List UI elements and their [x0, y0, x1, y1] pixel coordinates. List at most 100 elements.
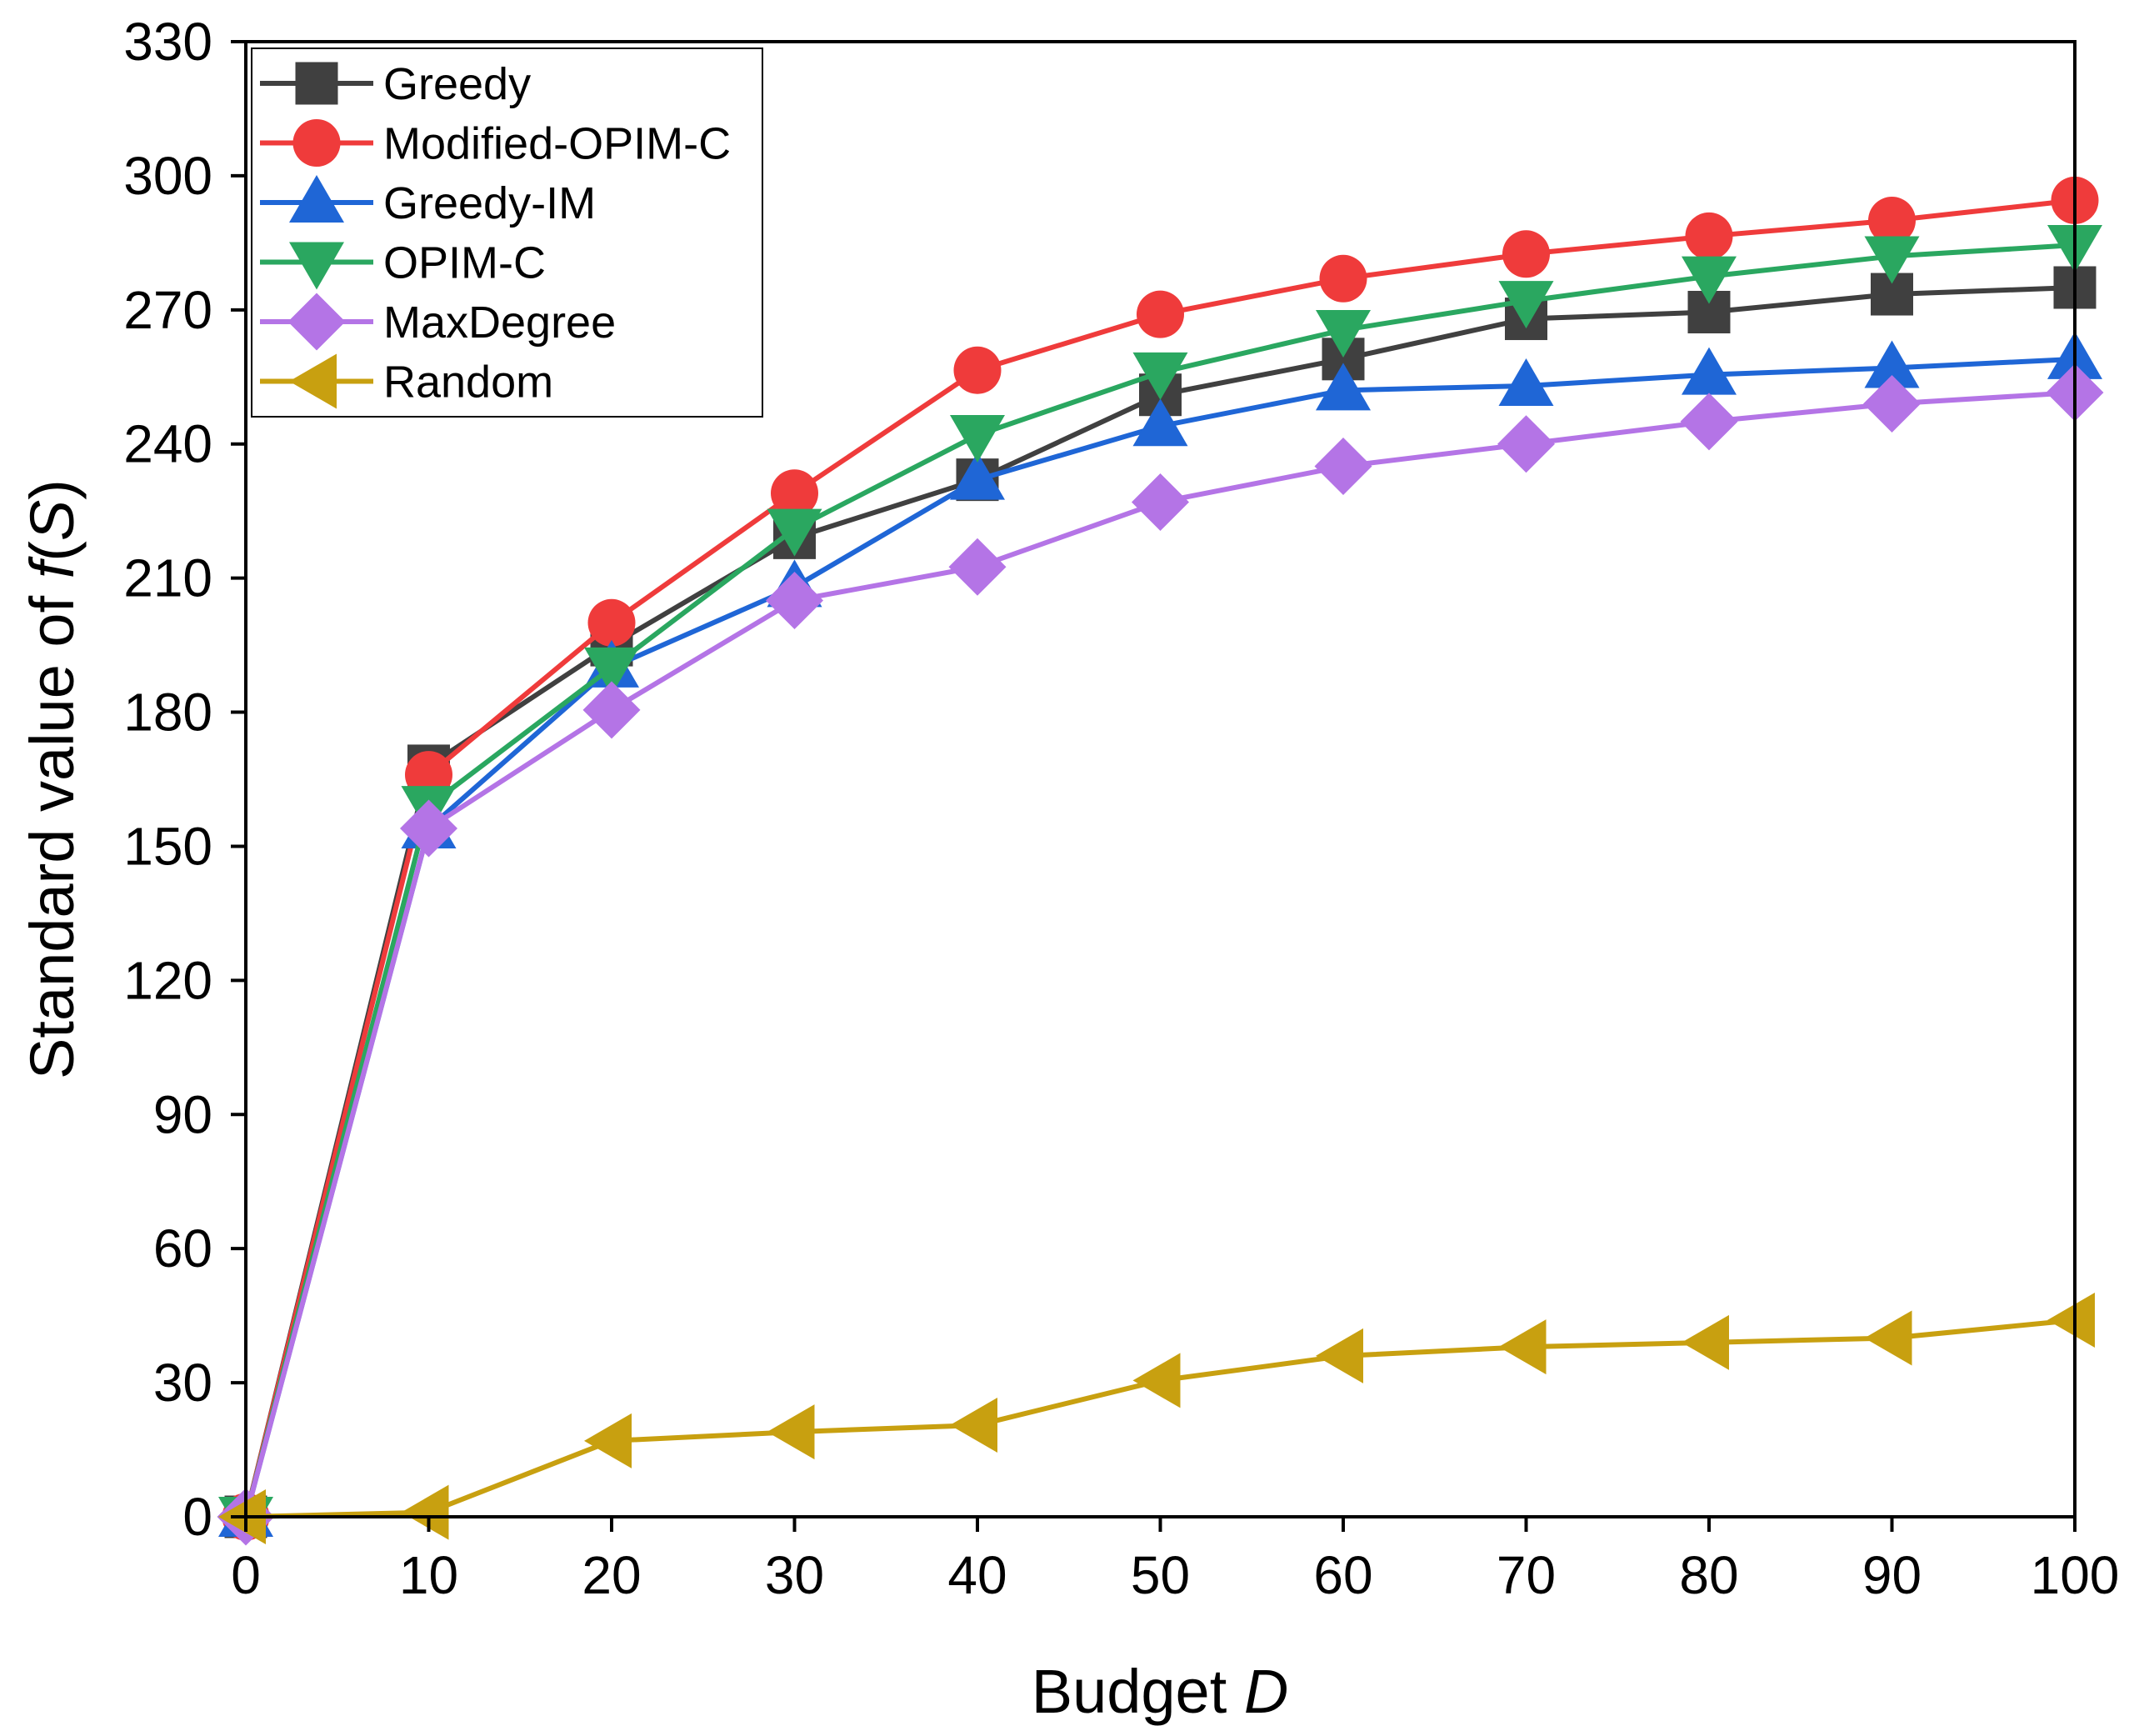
modified-opim-c-point	[953, 346, 1002, 394]
legend-item-greedy-im: Greedy-IM	[260, 175, 596, 228]
random-point	[1132, 1353, 1181, 1408]
opim-c-point	[1132, 352, 1188, 400]
legend-item-greedy: Greedy	[260, 59, 531, 109]
series-random	[218, 1293, 2095, 1544]
random-point	[1682, 1314, 1729, 1370]
modified-opim-c-point	[1868, 197, 1916, 245]
y-tick-label: 90	[153, 1084, 212, 1144]
maxdegree-point	[1497, 415, 1555, 473]
maxdegree-line	[243, 390, 2076, 1518]
modified-opim-c-point	[1319, 254, 1367, 303]
legend-item-opim-c: OPIM-C	[260, 238, 546, 290]
opim-c-point	[1498, 281, 1554, 329]
y-axis-title: Standard value of f(S)	[17, 479, 87, 1079]
random-point	[2047, 1293, 2095, 1348]
y-tick-label: 0	[182, 1487, 212, 1547]
legend-label: Random	[383, 358, 553, 408]
modified-opim-c-point	[1685, 212, 1733, 260]
greedy-im-point	[1864, 340, 1920, 388]
opim-c-point	[1864, 236, 1920, 284]
legend-label: OPIM-C	[383, 238, 546, 288]
y-axis-ticks: 0 30 60 90 120 150 180 210 240 270 300 330	[123, 12, 246, 1547]
opim-c-point	[1316, 309, 1371, 358]
legend-item-random: Random	[260, 353, 553, 409]
legend-swatch-marker	[292, 119, 341, 167]
x-tick-label: 70	[1497, 1545, 1556, 1605]
opim-c-point	[950, 415, 1005, 463]
greedy-im-point	[1498, 358, 1554, 406]
legend-label: MaxDegree	[383, 298, 616, 348]
legend-box	[251, 48, 763, 418]
series-maxdegree	[217, 363, 2104, 1546]
plot-area	[217, 176, 2104, 1546]
opim-c-point	[767, 508, 822, 557]
y-axis-title-prefix: Standard value of	[17, 578, 87, 1079]
maxdegree-point	[1863, 374, 1921, 433]
x-tick-label: 10	[399, 1545, 458, 1605]
y-tick-label: 150	[123, 816, 212, 876]
maxdegree-point	[1680, 393, 1738, 451]
y-tick-label: 300	[123, 146, 212, 206]
legend-swatch-marker	[287, 293, 346, 351]
random-point	[767, 1404, 815, 1460]
legend-label: Greedy-IM	[383, 178, 596, 228]
modified-opim-c-point	[1137, 290, 1184, 338]
random-line	[245, 1318, 2076, 1519]
maxdegree-point	[582, 681, 641, 739]
x-tick-label: 60	[1313, 1545, 1372, 1605]
random-point	[950, 1398, 997, 1453]
y-axis-title-variable: S	[17, 500, 87, 541]
legend-swatch-marker	[295, 62, 338, 105]
random-point	[1864, 1310, 1912, 1366]
x-axis-title: Budget D	[1032, 1657, 1289, 1726]
legend-label: Greedy	[383, 59, 531, 109]
opim-c-point	[584, 647, 639, 695]
legend-item-maxdegree: MaxDegree	[260, 293, 616, 351]
series-greedy	[224, 266, 2097, 1538]
x-axis-title-variable: D	[1244, 1657, 1288, 1726]
legend-swatch-marker	[289, 175, 344, 223]
random-point	[584, 1413, 632, 1468]
legend-label: Modified-OPIM-C	[383, 119, 731, 169]
y-tick-label: 270	[123, 280, 212, 340]
greedy-line	[243, 285, 2076, 1518]
series-opim-c	[218, 225, 2102, 1544]
x-tick-label: 20	[582, 1545, 641, 1605]
greedy-im-point	[1682, 347, 1737, 395]
legend: Greedy Modified-OPIM-C Greedy-IM OPIM-C MaxD…	[251, 48, 763, 418]
greedy-im-point	[1316, 363, 1371, 411]
legend-swatch-marker	[289, 353, 337, 409]
modified-opim-c-point	[587, 598, 636, 647]
modified-opim-c-point	[771, 469, 818, 518]
maxdegree-point	[1314, 438, 1372, 496]
y-tick-label: 60	[153, 1218, 212, 1278]
x-tick-label: 50	[1131, 1545, 1190, 1605]
x-tick-label: 40	[947, 1545, 1007, 1605]
random-point	[1316, 1328, 1363, 1383]
random-point	[401, 1484, 449, 1540]
greedy-im-point	[950, 452, 1005, 500]
y-axis-title-open-paren: (	[17, 541, 87, 562]
maxdegree-point	[766, 571, 823, 629]
maxdegree-point	[948, 538, 1007, 596]
maxdegree-point	[400, 799, 457, 858]
x-tick-label: 30	[765, 1545, 824, 1605]
x-axis-title-prefix: Budget	[1032, 1657, 1244, 1726]
x-axis-ticks: 0 10 20 30 40 50 60 70 80 90 100	[231, 1517, 2119, 1605]
x-tick-label: 0	[231, 1545, 261, 1605]
y-tick-label: 30	[153, 1353, 212, 1413]
opim-c-point	[1682, 256, 1737, 304]
random-point	[1498, 1319, 1547, 1375]
y-tick-label: 210	[123, 548, 212, 608]
modified-opim-c-point	[1502, 230, 1550, 278]
greedy-im-line	[243, 356, 2076, 1518]
x-tick-label: 90	[1862, 1545, 1922, 1605]
greedy-im-point	[1132, 398, 1188, 447]
y-tick-label: 240	[123, 414, 212, 474]
legend-swatch-marker	[289, 242, 344, 290]
y-tick-label: 120	[123, 950, 212, 1010]
y-tick-label: 180	[123, 683, 212, 743]
y-tick-label: 330	[123, 12, 212, 72]
x-tick-label: 100	[2031, 1545, 2120, 1605]
